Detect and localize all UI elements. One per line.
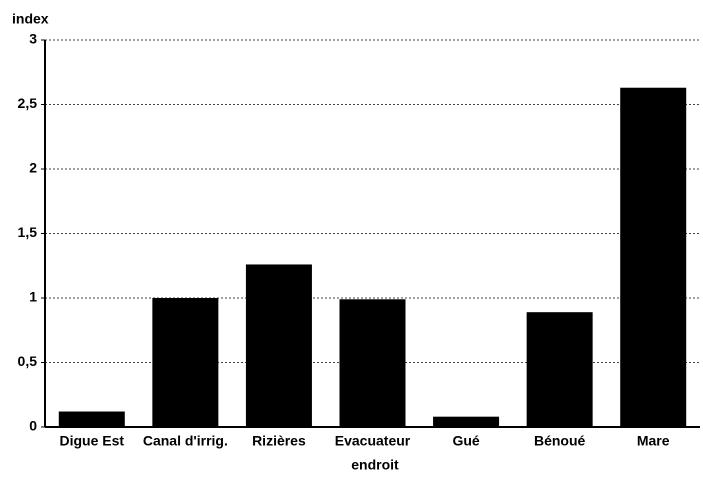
y-tick-label: 1 [29, 289, 37, 305]
bar [152, 298, 219, 427]
y-tick-label: 3 [29, 31, 37, 47]
bar [58, 411, 125, 427]
y-tick-label: 2 [29, 160, 37, 176]
bar [620, 87, 687, 427]
y-axis-label: index [12, 11, 49, 27]
x-tick-label: Mare [637, 433, 670, 449]
x-tick-label: Gué [452, 433, 479, 449]
x-axis-label: endroit [351, 457, 399, 473]
bar [526, 312, 593, 427]
x-tick-label: Bénoué [534, 433, 586, 449]
x-tick-label: Digue Est [59, 433, 124, 449]
x-tick-label: Evacuateur [335, 433, 411, 449]
bar [245, 264, 312, 427]
y-tick-label: 2,5 [18, 95, 38, 111]
y-tick-label: 1,5 [18, 224, 38, 240]
y-tick-label: 0 [29, 418, 37, 434]
y-tick-label: 0,5 [18, 353, 38, 369]
bar [339, 299, 406, 427]
x-tick-label: Rizières [252, 433, 306, 449]
bar [433, 416, 500, 427]
x-tick-label: Canal d'irrig. [143, 433, 228, 449]
